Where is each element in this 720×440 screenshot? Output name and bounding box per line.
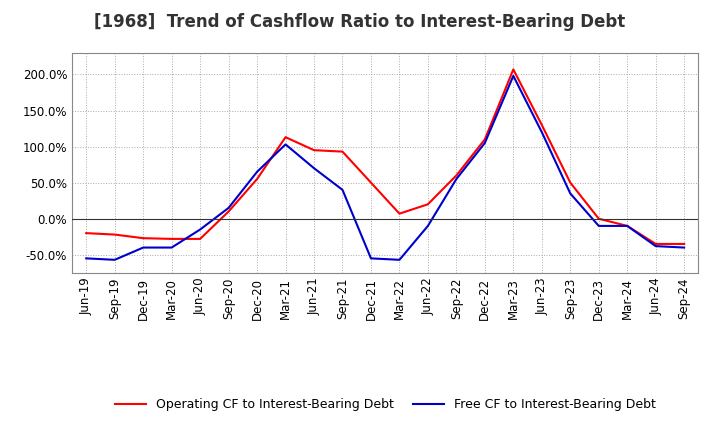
Legend: Operating CF to Interest-Bearing Debt, Free CF to Interest-Bearing Debt: Operating CF to Interest-Bearing Debt, F… [109,393,661,416]
Free CF to Interest-Bearing Debt [652,243,660,249]
Operating CF to Interest-Bearing Debt [82,231,91,236]
Free CF to Interest-Bearing Debt [110,257,119,262]
Operating CF to Interest-Bearing Debt [139,235,148,241]
Operating CF to Interest-Bearing Debt [537,122,546,128]
Free CF to Interest-Bearing Debt [423,223,432,228]
Operating CF to Interest-Bearing Debt [480,137,489,142]
Operating CF to Interest-Bearing Debt [167,236,176,242]
Operating CF to Interest-Bearing Debt [225,209,233,214]
Free CF to Interest-Bearing Debt [680,245,688,250]
Operating CF to Interest-Bearing Debt [366,180,375,185]
Free CF to Interest-Bearing Debt [595,223,603,228]
Free CF to Interest-Bearing Debt [225,205,233,210]
Operating CF to Interest-Bearing Debt [253,176,261,182]
Operating CF to Interest-Bearing Debt [282,135,290,140]
Free CF to Interest-Bearing Debt [480,140,489,146]
Line: Free CF to Interest-Bearing Debt: Free CF to Interest-Bearing Debt [86,76,684,260]
Operating CF to Interest-Bearing Debt [509,67,518,72]
Free CF to Interest-Bearing Debt [139,245,148,250]
Operating CF to Interest-Bearing Debt [310,147,318,153]
Operating CF to Interest-Bearing Debt [623,223,631,228]
Free CF to Interest-Bearing Debt [82,256,91,261]
Free CF to Interest-Bearing Debt [167,245,176,250]
Operating CF to Interest-Bearing Debt [680,241,688,246]
Operating CF to Interest-Bearing Debt [196,236,204,242]
Free CF to Interest-Bearing Debt [566,191,575,196]
Free CF to Interest-Bearing Debt [282,142,290,147]
Line: Operating CF to Interest-Bearing Debt: Operating CF to Interest-Bearing Debt [86,70,684,244]
Free CF to Interest-Bearing Debt [395,257,404,262]
Free CF to Interest-Bearing Debt [452,176,461,182]
Text: [1968]  Trend of Cashflow Ratio to Interest-Bearing Debt: [1968] Trend of Cashflow Ratio to Intere… [94,13,626,31]
Operating CF to Interest-Bearing Debt [595,216,603,221]
Operating CF to Interest-Bearing Debt [566,180,575,185]
Operating CF to Interest-Bearing Debt [110,232,119,237]
Free CF to Interest-Bearing Debt [196,227,204,232]
Free CF to Interest-Bearing Debt [310,165,318,171]
Operating CF to Interest-Bearing Debt [452,173,461,178]
Free CF to Interest-Bearing Debt [253,169,261,174]
Operating CF to Interest-Bearing Debt [652,241,660,246]
Free CF to Interest-Bearing Debt [509,73,518,78]
Operating CF to Interest-Bearing Debt [423,202,432,207]
Free CF to Interest-Bearing Debt [537,129,546,135]
Operating CF to Interest-Bearing Debt [338,149,347,154]
Free CF to Interest-Bearing Debt [623,223,631,228]
Free CF to Interest-Bearing Debt [338,187,347,192]
Free CF to Interest-Bearing Debt [366,256,375,261]
Operating CF to Interest-Bearing Debt [395,211,404,216]
